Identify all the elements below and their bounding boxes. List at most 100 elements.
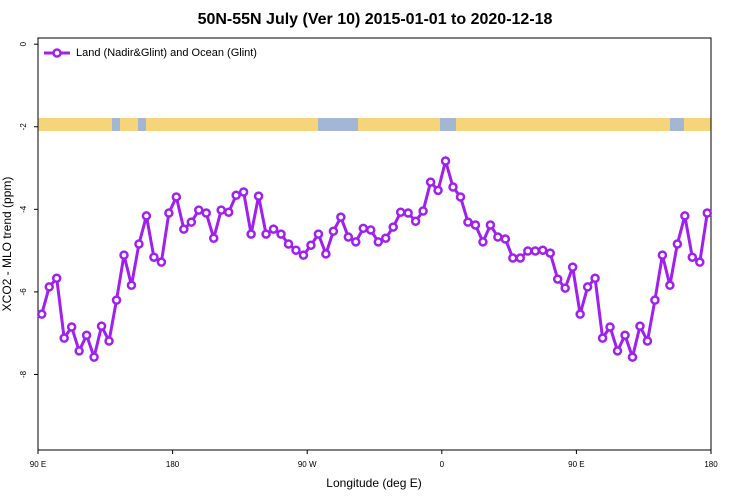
y-tick-label: -2 xyxy=(19,123,28,131)
point xyxy=(440,156,451,166)
point xyxy=(695,257,705,267)
point xyxy=(111,295,122,305)
y-tick-label: -8 xyxy=(19,370,28,378)
x-tick-label: 180 xyxy=(166,460,180,469)
point xyxy=(141,211,152,221)
point xyxy=(321,249,331,259)
point xyxy=(657,250,668,260)
x-tick-label: 0 xyxy=(440,460,445,469)
land xyxy=(38,118,112,131)
point xyxy=(575,309,585,319)
land xyxy=(146,118,318,131)
point xyxy=(231,190,241,201)
point xyxy=(508,253,518,263)
point xyxy=(313,229,324,239)
point xyxy=(81,330,92,340)
point xyxy=(478,237,488,247)
x-axis-label: Longitude (deg E) xyxy=(326,476,421,490)
point xyxy=(171,192,182,202)
point xyxy=(223,207,234,217)
point xyxy=(597,333,608,343)
point xyxy=(605,322,615,332)
point xyxy=(366,225,376,235)
point xyxy=(702,208,713,218)
point xyxy=(66,322,77,332)
point xyxy=(425,177,436,187)
point xyxy=(358,223,369,234)
point xyxy=(680,211,690,221)
point xyxy=(96,321,107,331)
point xyxy=(418,206,428,216)
point xyxy=(672,239,683,249)
point xyxy=(268,224,279,234)
point xyxy=(328,226,339,236)
point xyxy=(635,321,645,331)
land xyxy=(684,118,711,131)
point xyxy=(470,220,481,230)
y-axis-label: XCO2 - MLO trend (ppm) xyxy=(0,177,14,312)
point xyxy=(627,352,638,362)
point xyxy=(433,185,443,196)
point xyxy=(455,192,466,202)
series-line xyxy=(40,155,709,363)
point xyxy=(582,282,593,292)
point xyxy=(306,240,316,250)
x-tick-label: 90 W xyxy=(298,460,317,469)
point xyxy=(448,182,458,192)
point xyxy=(238,187,249,197)
point xyxy=(194,205,204,215)
legend-marker xyxy=(52,48,62,58)
point xyxy=(36,309,47,319)
point xyxy=(74,346,84,356)
point xyxy=(403,208,413,218)
point xyxy=(343,232,354,242)
legend-label: Land (Nadir&Glint) and Ocean (Glint) xyxy=(76,47,257,59)
point xyxy=(149,252,159,262)
point xyxy=(126,280,137,291)
point xyxy=(500,234,511,244)
point xyxy=(298,250,309,260)
point xyxy=(59,333,69,343)
point xyxy=(560,283,570,293)
point xyxy=(134,239,144,249)
point xyxy=(567,262,578,272)
point xyxy=(545,248,555,258)
land xyxy=(358,118,440,131)
point xyxy=(373,237,383,247)
point xyxy=(552,274,563,284)
point xyxy=(246,229,256,239)
point xyxy=(665,280,675,291)
point xyxy=(164,208,174,218)
chart-title: 50N-55N July (Ver 10) 2015-01-01 to 2020… xyxy=(198,11,553,28)
point xyxy=(283,239,294,249)
point xyxy=(291,245,301,255)
point xyxy=(104,336,114,346)
x-tick-label: 90 E xyxy=(30,460,46,469)
land-ocean-strip xyxy=(38,118,711,131)
land xyxy=(456,118,670,131)
point xyxy=(380,233,391,243)
point xyxy=(642,336,653,346)
point xyxy=(463,217,473,227)
point xyxy=(51,273,62,284)
point xyxy=(523,246,533,256)
y-tick-label: -4 xyxy=(19,205,28,213)
point xyxy=(186,217,197,227)
y-tick-label: 0 xyxy=(19,41,28,46)
point xyxy=(395,207,406,217)
point xyxy=(620,330,630,340)
point xyxy=(201,208,211,218)
point xyxy=(179,224,189,234)
point xyxy=(650,295,660,305)
x-tick-label: 180 xyxy=(704,460,718,469)
point xyxy=(351,237,361,247)
point xyxy=(208,233,219,243)
plot-frame xyxy=(37,37,712,451)
y-tick-label: -6 xyxy=(19,288,28,296)
point xyxy=(336,212,346,222)
point xyxy=(89,352,99,362)
point xyxy=(515,253,526,263)
point xyxy=(44,282,54,292)
